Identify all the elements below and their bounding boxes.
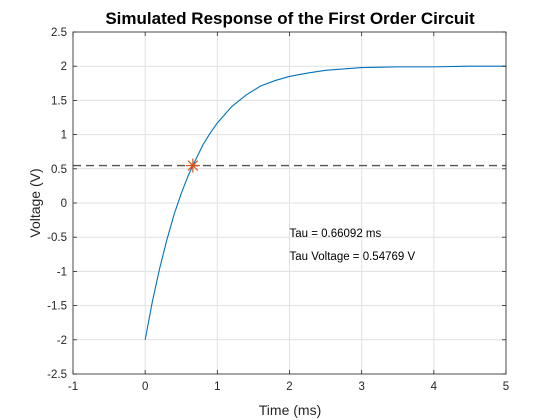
x-tick-label: 2 xyxy=(286,381,292,393)
y-tick-label: 0 xyxy=(61,198,67,210)
ticks: -1 0 1 2 3 4 5 -2.5 -2 -1.5 -1 -0.5 0 0.5 1 1.5 2 2.5 xyxy=(47,27,509,393)
y-tick-label: 0.5 xyxy=(51,164,67,176)
y-tick-label: 1 xyxy=(61,130,67,142)
y-tick-label: -1.5 xyxy=(47,301,67,313)
marker-layer xyxy=(185,158,200,173)
y-tick-label: -2 xyxy=(57,335,67,347)
y-tick-label: -2.5 xyxy=(47,369,67,381)
response-curve xyxy=(144,65,506,340)
annotation-text: Tau Voltage = 0.54769 V xyxy=(290,251,416,263)
annotations: Tau = 0.66092 ms Tau Voltage = 0.54769 V xyxy=(290,228,416,263)
x-tick-label: 5 xyxy=(503,381,509,393)
x-tick-label: 1 xyxy=(214,381,220,393)
y-tick-label: 2 xyxy=(61,61,67,73)
x-tick-label: -1 xyxy=(68,381,78,393)
tau-marker xyxy=(185,158,200,173)
x-tick-label: 3 xyxy=(358,381,364,393)
tau-marker-stroke xyxy=(187,160,199,171)
y-axis-label: Voltage (V) xyxy=(27,168,43,237)
series-layer xyxy=(73,65,506,340)
y-tick-label: 1.5 xyxy=(51,95,67,107)
x-axis-label: Time (ms) xyxy=(259,402,321,418)
x-tick-label: 4 xyxy=(431,381,438,393)
y-tick-label: -1 xyxy=(57,266,67,278)
chart-title: Simulated Response of the First Order Ci… xyxy=(105,9,475,28)
y-tick-label: -0.5 xyxy=(47,232,67,244)
y-tick-label: 2.5 xyxy=(51,27,67,39)
x-tick-label: 0 xyxy=(142,381,148,393)
annotation-text: Tau = 0.66092 ms xyxy=(290,228,382,240)
